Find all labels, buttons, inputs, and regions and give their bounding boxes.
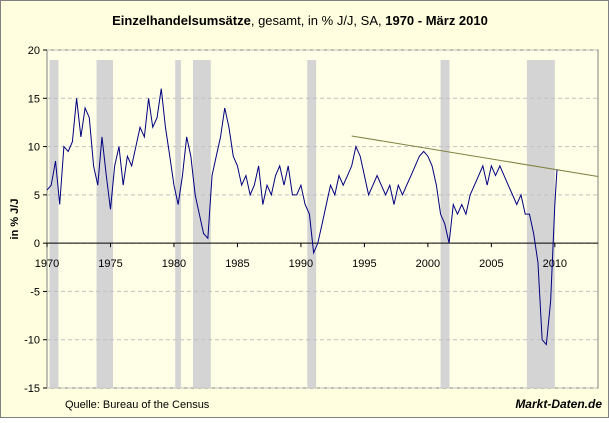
y-tick-label: 15 [28,93,40,105]
y-tick-label: 5 [34,190,40,202]
recession-band [49,60,59,388]
x-tick-label: 2005 [479,258,503,270]
source: Quelle: Bureau of the Census [65,399,210,411]
x-tick-label: 1980 [162,258,186,270]
y-tick-label: -15 [24,383,40,395]
x-tick-label: 1970 [35,258,59,270]
data-line [46,88,558,346]
chart-title: Einzelhandelsumsätze, gesamt, in % J/J, … [112,13,488,28]
x-tick-label: 2010 [543,258,567,270]
x-tick-label: 1995 [352,258,376,270]
x-tick-label: 1975 [98,258,122,270]
y-tick-label: 0 [34,238,40,250]
y-tick-label: 10 [28,142,40,154]
x-tick-label: 1985 [225,258,249,270]
brand: Markt-Daten.de [515,397,602,411]
title-part: , gesamt, in % J/J, SA, [251,13,385,28]
y-tick-label: -5 [30,286,40,298]
y-axis-label: in % J/J [9,199,21,240]
y-tick-label: -10 [24,335,40,347]
y-tick-label: 20 [28,45,40,57]
plot-area [46,49,599,389]
recession-band [307,60,317,388]
title-part: Einzelhandelsumsätze [112,13,251,28]
x-tick-label: 2000 [416,258,440,270]
recession-band [96,60,114,388]
recession-band [175,60,181,388]
title-part: 1970 - März 2010 [385,13,488,28]
x-tick-label: 1990 [289,258,313,270]
